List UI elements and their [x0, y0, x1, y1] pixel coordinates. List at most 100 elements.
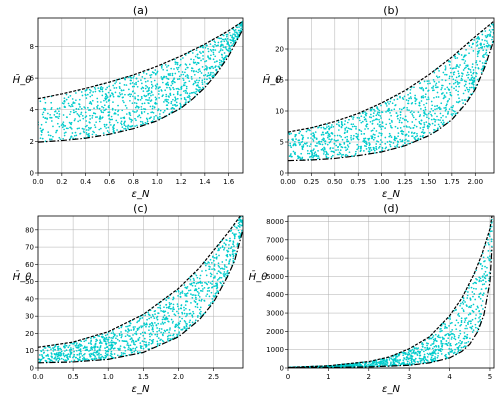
scatter-point — [198, 296, 201, 298]
scatter-point — [169, 88, 172, 91]
scatter-point — [372, 133, 375, 136]
scatter-point — [426, 352, 429, 355]
scatter-point — [39, 354, 41, 356]
scatter-point — [195, 90, 198, 93]
scatter-point — [151, 111, 154, 114]
x-tick-label: 1.25 — [397, 178, 413, 186]
scatter-point — [435, 96, 438, 98]
scatter-point — [355, 150, 357, 153]
scatter-point — [79, 348, 82, 351]
scatter-point — [422, 96, 425, 99]
scatter-point — [298, 143, 301, 146]
scatter-point — [434, 124, 436, 127]
scatter-point — [90, 353, 93, 356]
x-axis-label: ε_N — [132, 189, 150, 200]
scatter-point — [453, 333, 456, 336]
scatter-point — [479, 277, 482, 280]
scatter-point — [72, 102, 74, 105]
scatter-point — [155, 97, 158, 100]
scatter-point — [468, 320, 470, 323]
scatter-point — [141, 76, 144, 78]
lower-envelope-line — [38, 28, 243, 143]
scatter-point — [168, 86, 171, 89]
scatter-point — [371, 129, 374, 132]
scatter-point — [197, 287, 200, 290]
scatter-point — [167, 64, 170, 67]
scatter-point — [135, 331, 137, 333]
scatter-point — [76, 112, 79, 115]
scatter-point — [411, 131, 413, 134]
scatter-point — [455, 308, 457, 311]
scatter-point — [82, 347, 85, 350]
scatter-point — [226, 41, 229, 43]
scatter-point — [457, 321, 460, 324]
scatter-point — [169, 334, 172, 337]
scatter-point — [191, 314, 194, 317]
scatter-point — [461, 307, 463, 310]
scatter-point — [234, 39, 237, 42]
scatter-point — [421, 131, 424, 133]
scatter-point — [191, 52, 194, 54]
scatter-point — [163, 329, 166, 332]
scatter-point — [120, 354, 123, 356]
scatter-point — [72, 109, 75, 111]
scatter-point — [228, 244, 230, 246]
scatter-point — [440, 121, 443, 124]
scatter-point — [380, 111, 383, 113]
scatter-point — [415, 118, 417, 121]
scatter-point — [93, 351, 96, 354]
scatter-point — [172, 303, 175, 306]
scatter-point — [430, 100, 433, 103]
scatter-point — [474, 326, 477, 329]
scatter-point — [156, 71, 159, 74]
scatter-point — [402, 354, 405, 357]
scatter-point — [447, 121, 450, 124]
scatter-point — [126, 127, 129, 129]
scatter-point — [129, 347, 132, 350]
scatter-point — [339, 149, 342, 151]
scatter-point — [185, 286, 187, 289]
scatter-point — [456, 57, 459, 59]
scatter-point — [364, 111, 366, 113]
scatter-point — [169, 328, 171, 331]
scatter-point — [232, 37, 235, 39]
scatter-point — [426, 116, 428, 119]
scatter-point — [50, 101, 53, 104]
scatter-point — [477, 52, 480, 54]
scatter-point — [397, 135, 399, 138]
scatter-point — [183, 309, 186, 311]
scatter-point — [466, 65, 469, 68]
scatter-point — [202, 58, 204, 60]
scatter-point — [174, 99, 176, 102]
scatter-point — [117, 110, 119, 113]
scatter-point — [108, 344, 111, 347]
scatter-point — [189, 324, 192, 326]
scatter-point — [419, 135, 422, 138]
scatter-point — [378, 132, 381, 134]
scatter-point — [235, 226, 238, 229]
scatter-point — [167, 73, 170, 75]
scatter-point — [487, 44, 490, 46]
scatter-point — [396, 143, 399, 146]
scatter-point — [129, 125, 131, 128]
scatter-point — [422, 95, 424, 97]
scatter-point — [479, 315, 482, 318]
scatter-point — [225, 40, 228, 42]
scatter-point — [166, 104, 169, 106]
scatter-point — [130, 118, 133, 121]
scatter-point — [413, 137, 416, 139]
scatter-point — [99, 127, 102, 130]
scatter-point — [154, 69, 157, 71]
scatter-point — [367, 139, 370, 141]
scatter-point — [171, 72, 174, 75]
scatter-point — [325, 155, 328, 158]
scatter-point — [374, 118, 377, 121]
scatter-point — [392, 142, 395, 144]
scatter-point — [356, 143, 359, 146]
scatter-point — [479, 318, 482, 321]
scatter-point — [106, 346, 109, 348]
scatter-point — [448, 348, 451, 350]
scatter-point — [314, 151, 317, 153]
scatter-point — [148, 341, 150, 344]
scatter-point — [403, 106, 406, 109]
